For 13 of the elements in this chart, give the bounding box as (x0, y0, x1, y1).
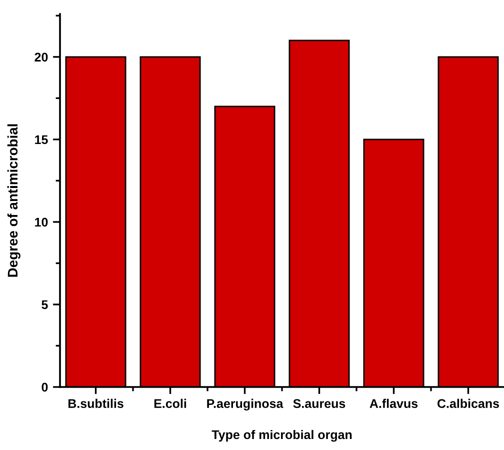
x-tick-label: E.coli (154, 398, 186, 408)
y-axis-title: Degree of antimicrobial (7, 124, 20, 277)
y-tick-label: 5 (42, 300, 48, 310)
y-tick-label: 20 (34, 52, 48, 62)
x-tick-label: P.aeruginosa (207, 398, 284, 411)
x-axis-title: Type of microbial organ (212, 430, 352, 442)
y-tick-label: 10 (35, 218, 48, 227)
y-tick-label: 15 (35, 135, 48, 144)
x-tick-label: S.aureus (293, 399, 346, 408)
x-tick-label: A.flavus (370, 398, 418, 408)
x-tick-label: B.subtilis (68, 398, 124, 408)
x-tick-label: C.albicans (437, 398, 499, 408)
y-tick-label: 0 (42, 382, 48, 392)
